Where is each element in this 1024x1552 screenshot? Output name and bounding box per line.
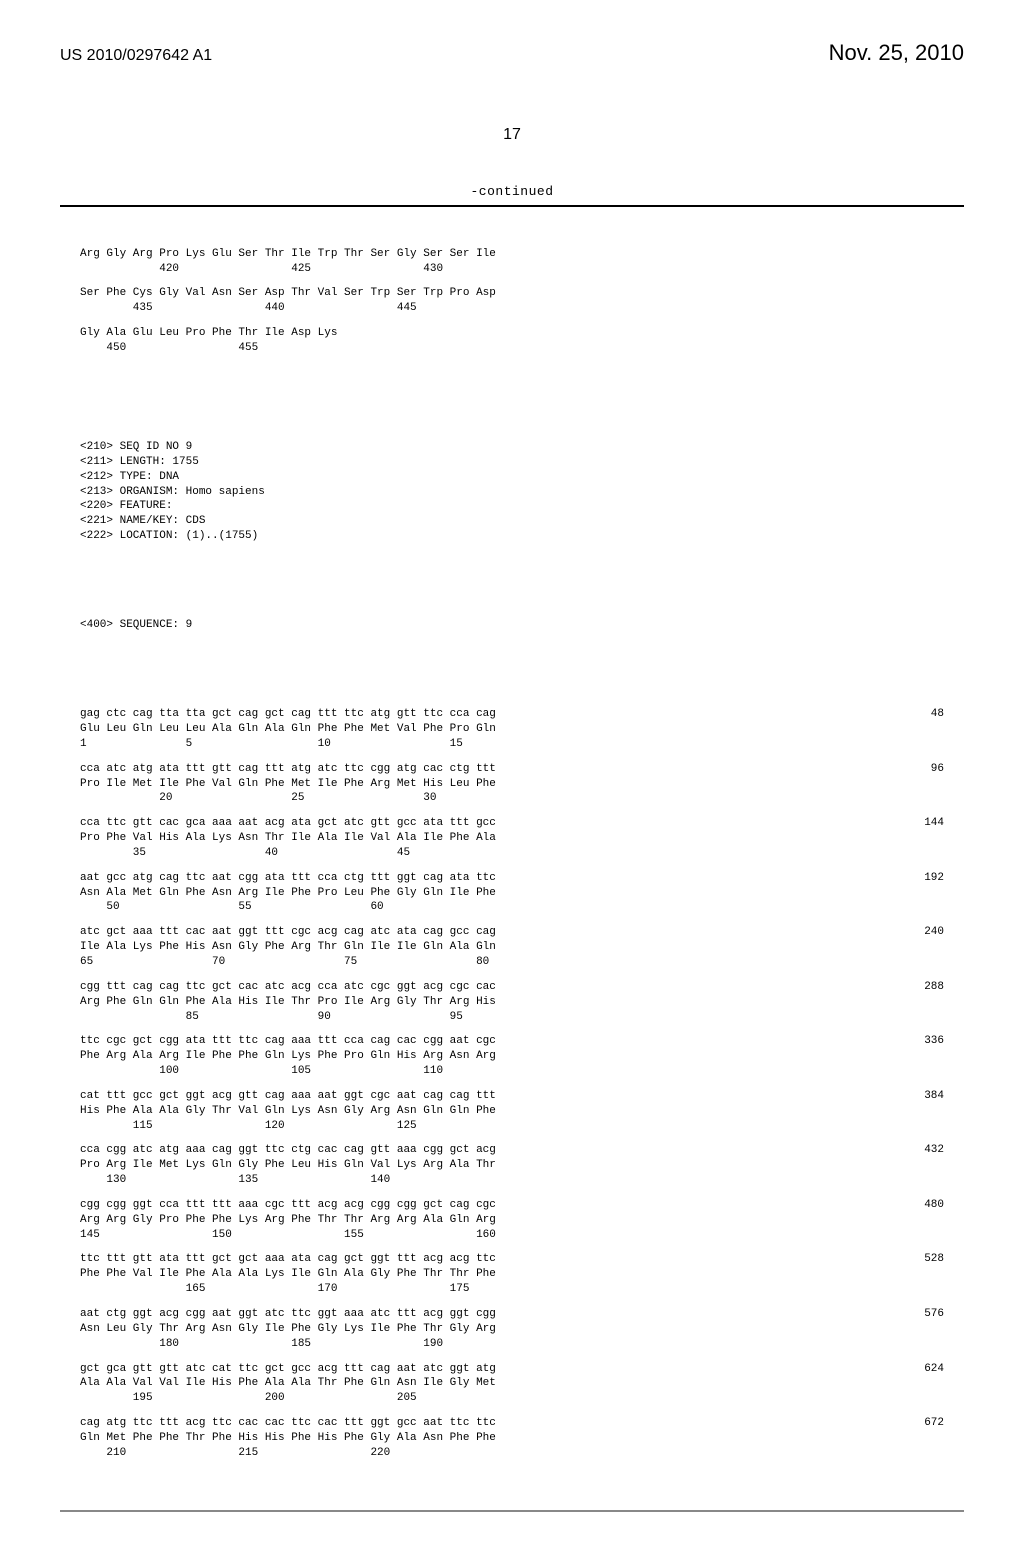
protein-block: Gly Ala Glu Leu Pro Phe Thr Ile Asp Lys … (80, 326, 944, 356)
amino-acid-line: Phe Arg Ala Arg Ile Phe Phe Gln Lys Phe … (80, 1049, 944, 1064)
dna-codons: cca cgg atc atg aaa cag ggt ttc ctg cac … (80, 1143, 894, 1158)
dna-line: aat gcc atg cag ttc aat cgg ata ttt cca … (80, 871, 944, 886)
spacer (80, 574, 944, 589)
position-numbers: 1 5 10 15 (80, 737, 944, 752)
dna-codons: aat gcc atg cag ttc aat cgg ata ttt cca … (80, 871, 894, 886)
amino-acid-line: Arg Arg Gly Pro Phe Phe Lys Arg Phe Thr … (80, 1213, 944, 1228)
dna-codons: cat ttt gcc gct ggt acg gtt cag aaa aat … (80, 1089, 894, 1104)
position-numbers: 115 120 125 (80, 1119, 944, 1134)
sequence-body: gag ctc cag tta tta gct cag gct cag ttt … (80, 707, 944, 1460)
amino-acid-line: Asn Leu Gly Thr Arg Asn Gly Ile Phe Gly … (80, 1322, 944, 1337)
dna-line: cca ttc gtt cac gca aaa aat acg ata gct … (80, 816, 944, 831)
position-numbers: 100 105 110 (80, 1064, 944, 1079)
page-number: 17 (60, 126, 964, 144)
sequence-header: <400> SEQUENCE: 9 (80, 618, 944, 633)
dna-codons: ttc cgc gct cgg ata ttt ttc cag aaa ttt … (80, 1034, 894, 1049)
dna-line: cca atc atg ata ttt gtt cag ttt atg atc … (80, 762, 944, 777)
position-numbers: 85 90 95 (80, 1010, 944, 1025)
position-numbers: 195 200 205 (80, 1391, 944, 1406)
dna-codons: ttc ttt gtt ata ttt gct gct aaa ata cag … (80, 1252, 894, 1267)
publication-number: US 2010/0297642 A1 (60, 47, 212, 65)
continued-label: -continued (60, 184, 964, 199)
amino-acid-line: Gln Met Phe Phe Thr Phe His His Phe His … (80, 1431, 944, 1446)
nucleotide-position: 480 (894, 1198, 944, 1213)
amino-acid-line: Phe Phe Val Ile Phe Ala Ala Lys Ile Gln … (80, 1267, 944, 1282)
sequence-block: cag atg ttc ttt acg ttc cac cac ttc cac … (80, 1416, 944, 1461)
amino-acid-line: His Phe Ala Ala Gly Thr Val Gln Lys Asn … (80, 1104, 944, 1119)
header-row: US 2010/0297642 A1 Nov. 25, 2010 (60, 40, 964, 66)
nucleotide-position: 48 (894, 707, 944, 722)
sequence-block: cca ttc gtt cac gca aaa aat acg ata gct … (80, 816, 944, 861)
sequence-listing-box: Arg Gly Arg Pro Lys Glu Ser Thr Ile Trp … (60, 205, 964, 1512)
position-numbers: 35 40 45 (80, 846, 944, 861)
position-numbers: 145 150 155 160 (80, 1228, 944, 1243)
sequence-block: cca cgg atc atg aaa cag ggt ttc ctg cac … (80, 1143, 944, 1188)
nucleotide-position: 336 (894, 1034, 944, 1049)
dna-codons: cca ttc gtt cac gca aaa aat acg ata gct … (80, 816, 894, 831)
amino-acid-line: Ala Ala Val Val Ile His Phe Ala Ala Thr … (80, 1376, 944, 1391)
amino-acid-line: Arg Phe Gln Gln Phe Ala His Ile Thr Pro … (80, 995, 944, 1010)
nucleotide-position: 624 (894, 1362, 944, 1377)
dna-line: ttc ttt gtt ata ttt gct gct aaa ata cag … (80, 1252, 944, 1267)
nucleotide-position: 432 (894, 1143, 944, 1158)
amino-acid-line: Glu Leu Gln Leu Leu Ala Gln Ala Gln Phe … (80, 722, 944, 737)
sequence-block: cat ttt gcc gct ggt acg gtt cag aaa aat … (80, 1089, 944, 1134)
nucleotide-position: 288 (894, 980, 944, 995)
publication-date: Nov. 25, 2010 (829, 40, 964, 66)
dna-codons: cgg cgg ggt cca ttt ttt aaa cgc ttt acg … (80, 1198, 894, 1213)
nucleotide-position: 384 (894, 1089, 944, 1104)
sequence-block: cca atc atg ata ttt gtt cag ttt atg atc … (80, 762, 944, 807)
sequence-block: atc gct aaa ttt cac aat ggt ttt cgc acg … (80, 925, 944, 970)
nucleotide-position: 144 (894, 816, 944, 831)
nucleotide-position: 672 (894, 1416, 944, 1431)
dna-line: cat ttt gcc gct ggt acg gtt cag aaa aat … (80, 1089, 944, 1104)
amino-acid-line: Pro Ile Met Ile Phe Val Gln Phe Met Ile … (80, 777, 944, 792)
dna-line: cca cgg atc atg aaa cag ggt ttc ctg cac … (80, 1143, 944, 1158)
spacer (80, 663, 944, 678)
protein-block: Arg Gly Arg Pro Lys Glu Ser Thr Ile Trp … (80, 247, 944, 277)
dna-line: atc gct aaa ttt cac aat ggt ttt cgc acg … (80, 925, 944, 940)
dna-line: gag ctc cag tta tta gct cag gct cag ttt … (80, 707, 944, 722)
sequence-block: ttc ttt gtt ata ttt gct gct aaa ata cag … (80, 1252, 944, 1297)
position-numbers: 180 185 190 (80, 1337, 944, 1352)
position-numbers: 130 135 140 (80, 1173, 944, 1188)
dna-line: cgg cgg ggt cca ttt ttt aaa cgc ttt acg … (80, 1198, 944, 1213)
amino-acid-line: Asn Ala Met Gln Phe Asn Arg Ile Phe Pro … (80, 886, 944, 901)
sequence-metadata: <210> SEQ ID NO 9 <211> LENGTH: 1755 <21… (80, 440, 944, 544)
sequence-block: gct gca gtt gtt atc cat ttc gct gcc acg … (80, 1362, 944, 1407)
sequence-block: aat gcc atg cag ttc aat cgg ata ttt cca … (80, 871, 944, 916)
sequence-block: ttc cgc gct cgg ata ttt ttc cag aaa ttt … (80, 1034, 944, 1079)
dna-codons: gag ctc cag tta tta gct cag gct cag ttt … (80, 707, 894, 722)
sequence-block: gag ctc cag tta tta gct cag gct cag ttt … (80, 707, 944, 752)
spacer (80, 395, 944, 410)
position-numbers: 20 25 30 (80, 791, 944, 806)
sequence-block: cgg ttt cag cag ttc gct cac atc acg cca … (80, 980, 944, 1025)
sequence-block: cgg cgg ggt cca ttt ttt aaa cgc ttt acg … (80, 1198, 944, 1243)
dna-line: cgg ttt cag cag ttc gct cac atc acg cca … (80, 980, 944, 995)
protein-tail-block: Arg Gly Arg Pro Lys Glu Ser Thr Ile Trp … (80, 247, 944, 356)
dna-codons: cca atc atg ata ttt gtt cag ttt atg atc … (80, 762, 894, 777)
dna-codons: atc gct aaa ttt cac aat ggt ttt cgc acg … (80, 925, 894, 940)
nucleotide-position: 96 (894, 762, 944, 777)
amino-acid-line: Pro Arg Ile Met Lys Gln Gly Phe Leu His … (80, 1158, 944, 1173)
dna-line: ttc cgc gct cgg ata ttt ttc cag aaa ttt … (80, 1034, 944, 1049)
dna-line: gct gca gtt gtt atc cat ttc gct gcc acg … (80, 1362, 944, 1377)
position-numbers: 165 170 175 (80, 1282, 944, 1297)
sequence-block: aat ctg ggt acg cgg aat ggt atc ttc ggt … (80, 1307, 944, 1352)
position-numbers: 65 70 75 80 (80, 955, 944, 970)
dna-codons: cgg ttt cag cag ttc gct cac atc acg cca … (80, 980, 894, 995)
position-numbers: 210 215 220 (80, 1446, 944, 1461)
dna-line: cag atg ttc ttt acg ttc cac cac ttc cac … (80, 1416, 944, 1431)
position-numbers: 50 55 60 (80, 900, 944, 915)
amino-acid-line: Pro Phe Val His Ala Lys Asn Thr Ile Ala … (80, 831, 944, 846)
nucleotide-position: 240 (894, 925, 944, 940)
dna-codons: gct gca gtt gtt atc cat ttc gct gcc acg … (80, 1362, 894, 1377)
amino-acid-line: Ile Ala Lys Phe His Asn Gly Phe Arg Thr … (80, 940, 944, 955)
protein-block: Ser Phe Cys Gly Val Asn Ser Asp Thr Val … (80, 286, 944, 316)
dna-codons: cag atg ttc ttt acg ttc cac cac ttc cac … (80, 1416, 894, 1431)
nucleotide-position: 192 (894, 871, 944, 886)
nucleotide-position: 528 (894, 1252, 944, 1267)
